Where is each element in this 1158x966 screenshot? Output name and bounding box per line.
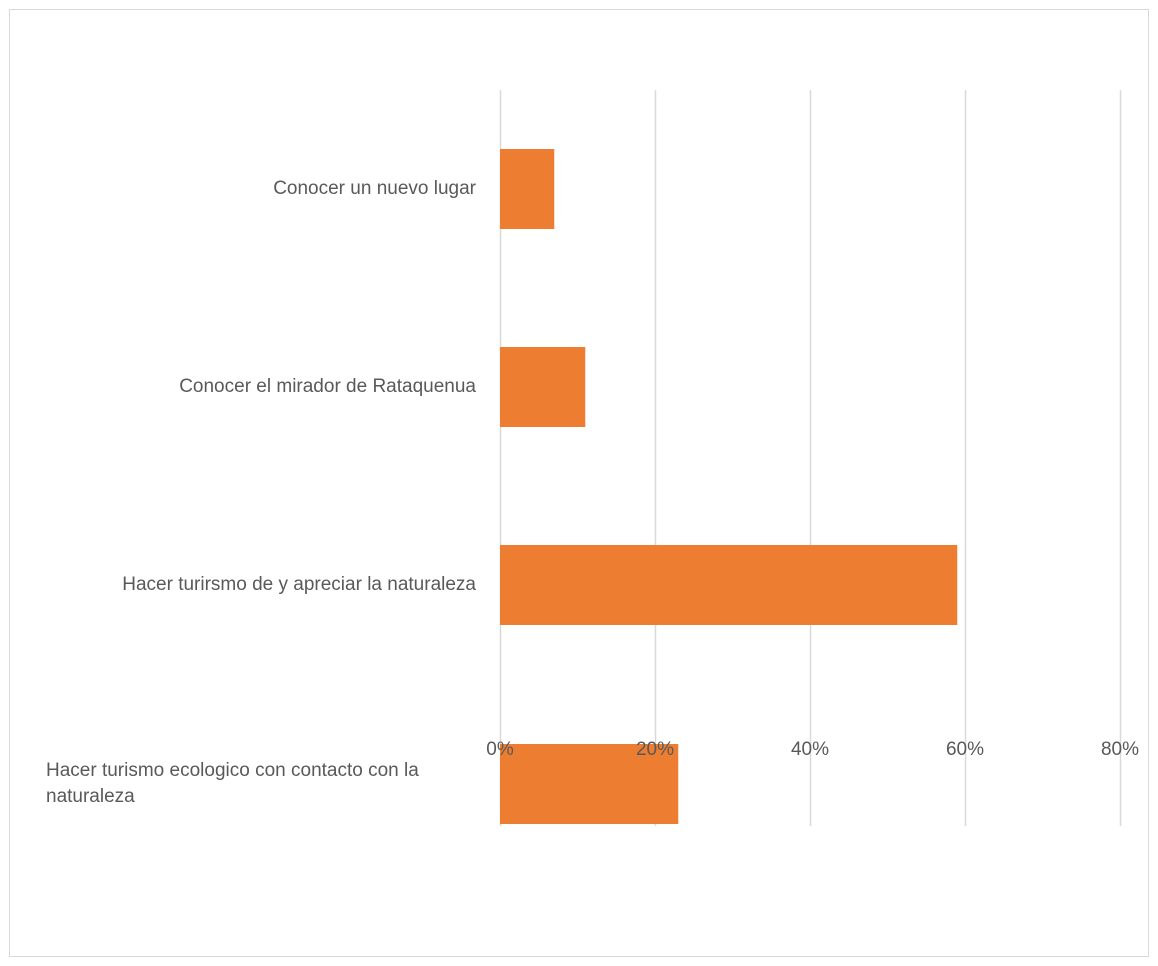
bar-2 bbox=[500, 545, 958, 625]
x-tick-label-2: 40% bbox=[791, 739, 829, 760]
category-label-2: Hacer turirsmo de y apreciar la naturale… bbox=[122, 574, 476, 595]
category-label-0: Conocer un nuevo lugar bbox=[273, 178, 476, 199]
category-label-1: Conocer el mirador de Rataquenua bbox=[179, 376, 476, 397]
bar-3 bbox=[500, 744, 679, 824]
x-tick-labels: 0% 20% 40% 60% 80% bbox=[486, 739, 1139, 760]
x-tick-label-0: 0% bbox=[486, 739, 514, 760]
category-label-3: Hacer turismo ecologico con contacto con… bbox=[46, 760, 419, 807]
bar-0 bbox=[500, 149, 555, 229]
x-tick-label-3: 60% bbox=[946, 739, 984, 760]
category-labels: Conocer un nuevo lugar Conocer el mirador… bbox=[46, 178, 477, 807]
x-tick-label-1: 20% bbox=[636, 739, 674, 760]
bars bbox=[500, 149, 958, 824]
x-tick-label-4: 80% bbox=[1101, 739, 1139, 760]
bar-1 bbox=[500, 347, 586, 427]
